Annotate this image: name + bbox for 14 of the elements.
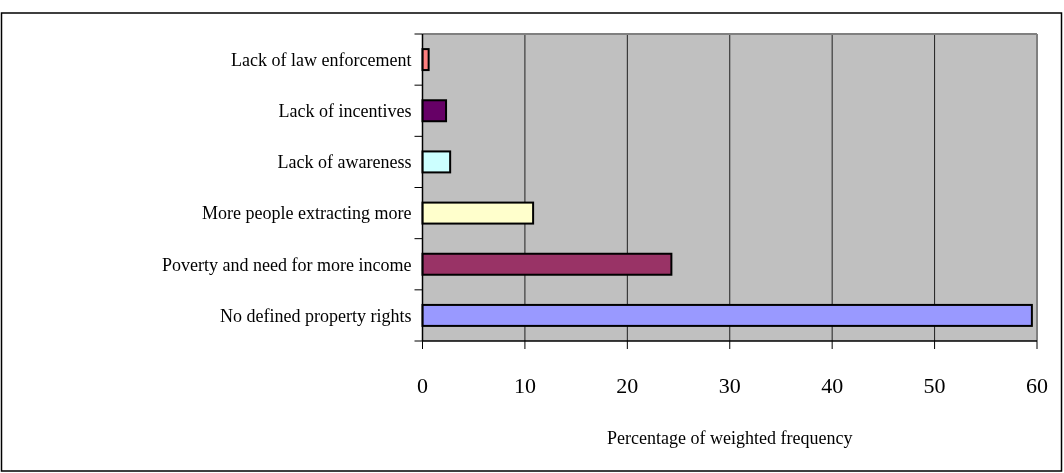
x-tick-label: 60	[1026, 373, 1048, 398]
x-axis-title: Percentage of weighted frequency	[607, 428, 853, 448]
y-tick-label: Poverty and need for more income	[162, 254, 412, 275]
y-tick-label: Lack of awareness	[277, 152, 412, 173]
y-tick-label: Lack of law enforcement	[231, 49, 412, 70]
x-tick-label: 20	[616, 373, 639, 398]
x-tick-label: 50	[923, 373, 946, 398]
y-tick-label: No defined property rights	[220, 305, 412, 326]
x-tick-label: 10	[513, 373, 536, 398]
x-tick-label: 0	[417, 373, 428, 398]
y-tick-label: More people extracting more	[202, 203, 412, 224]
x-tick-label: 40	[821, 373, 844, 398]
x-tick-label: 30	[718, 373, 741, 398]
y-tick-label: Lack of incentives	[278, 101, 412, 122]
